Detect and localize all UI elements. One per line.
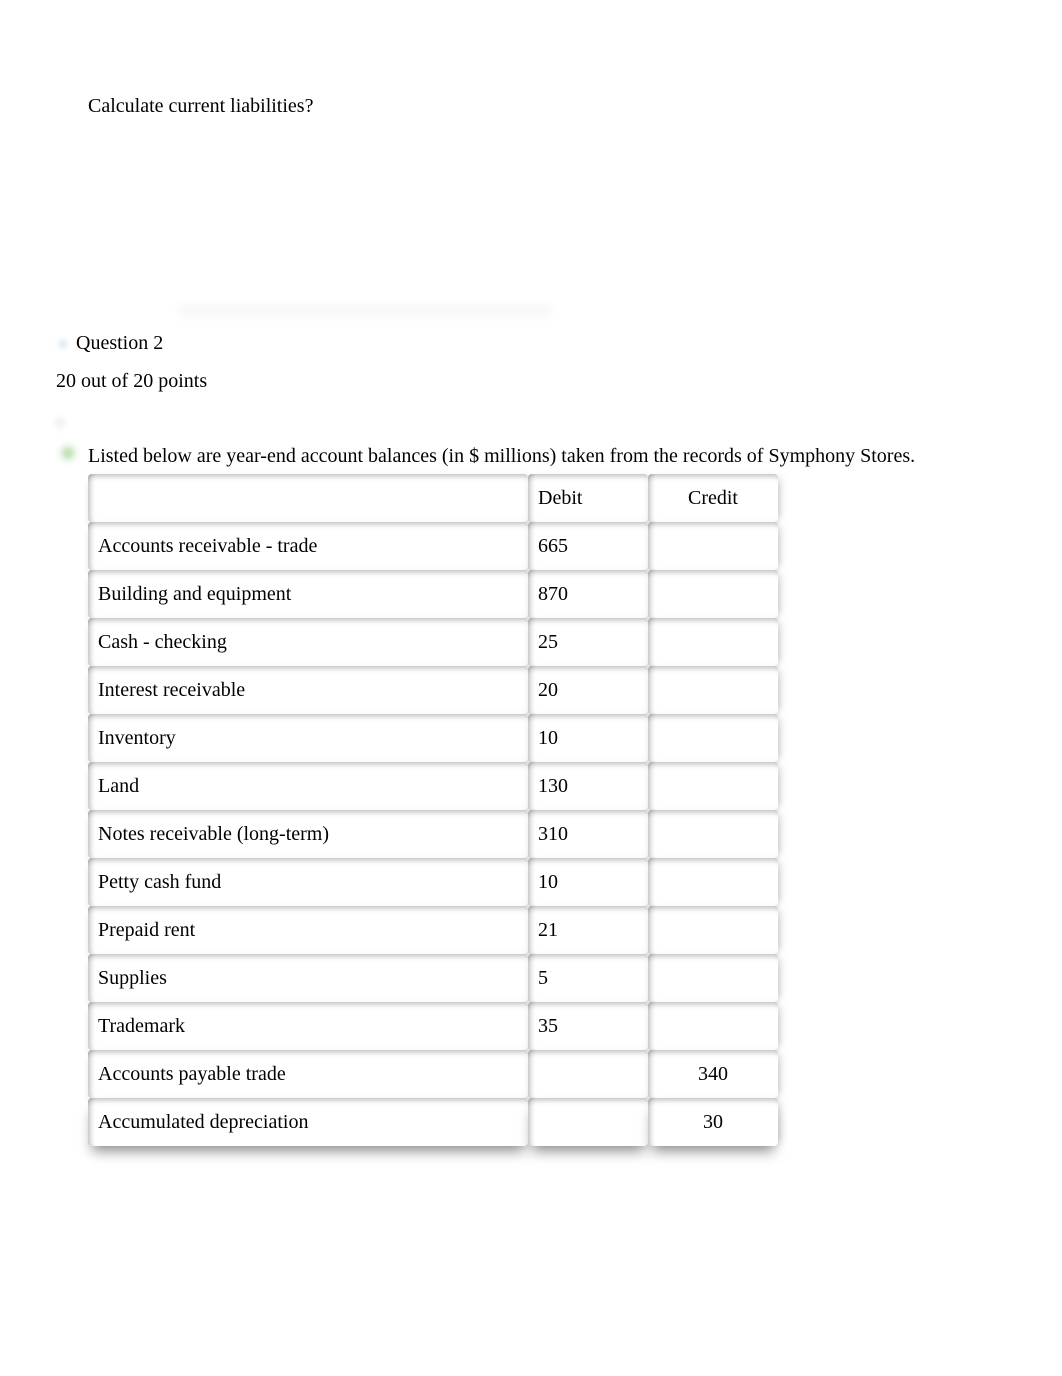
table-row: Prepaid rent21 — [88, 906, 778, 954]
row-debit: 35 — [528, 1002, 648, 1050]
row-credit — [648, 906, 778, 954]
row-debit: 25 — [528, 618, 648, 666]
question2-points: 20 out of 20 points — [56, 370, 207, 393]
correct-marker-icon — [58, 443, 78, 463]
row-label: Notes receivable (long-term) — [88, 810, 528, 858]
row-credit — [648, 954, 778, 1002]
question1-prompt: Calculate current liabilities? — [88, 95, 1062, 118]
table-row: Accounts receivable - trade665 — [88, 522, 778, 570]
row-label: Land — [88, 762, 528, 810]
row-label: Petty cash fund — [88, 858, 528, 906]
header-debit: Debit — [528, 474, 648, 522]
table-row: Building and equipment870 — [88, 570, 778, 618]
table-row: Inventory10 — [88, 714, 778, 762]
row-debit: 21 — [528, 906, 648, 954]
row-label: Building and equipment — [88, 570, 528, 618]
table-row: Accounts payable trade 340 — [88, 1050, 778, 1098]
row-debit: 870 — [528, 570, 648, 618]
header-label — [88, 474, 528, 522]
row-debit: 130 — [528, 762, 648, 810]
row-debit — [528, 1098, 648, 1146]
row-label: Accounts payable trade — [88, 1050, 528, 1098]
question2-intro: Listed below are year-end account balanc… — [88, 445, 915, 468]
table-row: Supplies5 — [88, 954, 778, 1002]
row-credit: 30 — [648, 1098, 778, 1146]
balances-table: Debit Credit Accounts receivable - trade… — [88, 474, 778, 1146]
row-label: Prepaid rent — [88, 906, 528, 954]
row-label: Supplies — [88, 954, 528, 1002]
question-marker-icon — [56, 337, 70, 351]
row-label: Inventory — [88, 714, 528, 762]
table-row: Interest receivable20 — [88, 666, 778, 714]
table-row: Petty cash fund10 — [88, 858, 778, 906]
redacted-blur — [180, 305, 550, 323]
row-label: Accumulated depreciation — [88, 1098, 528, 1146]
row-credit — [648, 858, 778, 906]
header-credit: Credit — [648, 474, 778, 522]
row-label: Accounts receivable - trade — [88, 522, 528, 570]
table-header-row: Debit Credit — [88, 474, 778, 522]
row-credit — [648, 762, 778, 810]
balances-table-container: Debit Credit Accounts receivable - trade… — [88, 474, 778, 1146]
row-credit — [648, 666, 778, 714]
row-debit: 5 — [528, 954, 648, 1002]
row-label: Interest receivable — [88, 666, 528, 714]
row-label: Trademark — [88, 1002, 528, 1050]
row-debit: 310 — [528, 810, 648, 858]
row-debit: 20 — [528, 666, 648, 714]
row-credit: 340 — [648, 1050, 778, 1098]
row-credit — [648, 618, 778, 666]
row-credit — [648, 714, 778, 762]
table-row: Accumulated depreciation 30 — [88, 1098, 778, 1146]
table-row: Trademark35 — [88, 1002, 778, 1050]
question2-label: Question 2 — [76, 332, 163, 355]
row-credit — [648, 570, 778, 618]
side-blur — [54, 413, 66, 433]
table-row: Notes receivable (long-term)310 — [88, 810, 778, 858]
row-debit: 10 — [528, 714, 648, 762]
table-row: Land130 — [88, 762, 778, 810]
question2-header: Question 2 — [56, 332, 163, 355]
table-row: Cash - checking25 — [88, 618, 778, 666]
row-debit — [528, 1050, 648, 1098]
row-debit: 10 — [528, 858, 648, 906]
row-label: Cash - checking — [88, 618, 528, 666]
row-debit: 665 — [528, 522, 648, 570]
row-credit — [648, 1002, 778, 1050]
row-credit — [648, 522, 778, 570]
row-credit — [648, 810, 778, 858]
